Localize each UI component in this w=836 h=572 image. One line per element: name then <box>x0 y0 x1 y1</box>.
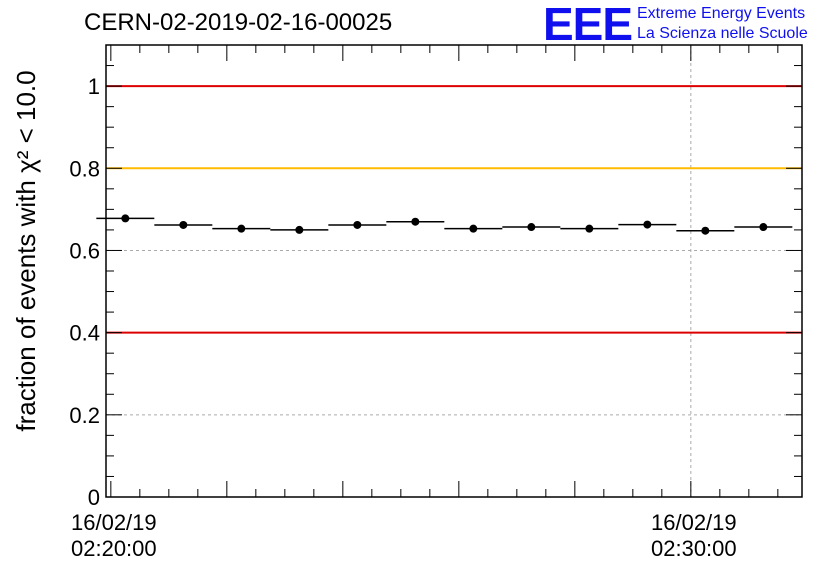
data-point <box>121 214 130 223</box>
data-point <box>759 223 768 232</box>
eee-logo-text: EEE <box>543 0 633 50</box>
y-tick-label: 0 <box>88 485 100 510</box>
x-tick-label-time: 02:20:00 <box>71 536 157 561</box>
y-tick-label: 1 <box>88 74 100 99</box>
y-tick-label: 0.2 <box>69 403 100 428</box>
data-point <box>237 224 246 233</box>
data-point <box>411 217 420 226</box>
x-tick-label-time: 02:30:00 <box>651 536 737 561</box>
logo-line-2: La Scienza nelle Scuole <box>637 25 808 42</box>
chart-title: CERN-02-2019-02-16-00025 <box>84 9 393 36</box>
plot-frame <box>105 44 803 498</box>
data-point <box>701 226 710 235</box>
y-tick-label: 0.8 <box>69 156 100 181</box>
y-tick-label: 0.6 <box>69 238 100 263</box>
x-tick-label-date: 16/02/19 <box>71 510 157 535</box>
x-tick-label-date: 16/02/19 <box>651 510 737 535</box>
data-point <box>179 220 188 229</box>
data-point <box>469 224 478 233</box>
logo-line-1: Extreme Energy Events <box>637 5 806 22</box>
data-point <box>527 223 536 232</box>
data-point <box>295 225 304 234</box>
y-axis-label: fraction of events with χ² < 10.0 <box>11 70 41 431</box>
data-point <box>643 220 652 229</box>
data-point <box>585 224 594 233</box>
y-tick-label: 0.4 <box>69 321 100 346</box>
data-point <box>353 220 362 229</box>
